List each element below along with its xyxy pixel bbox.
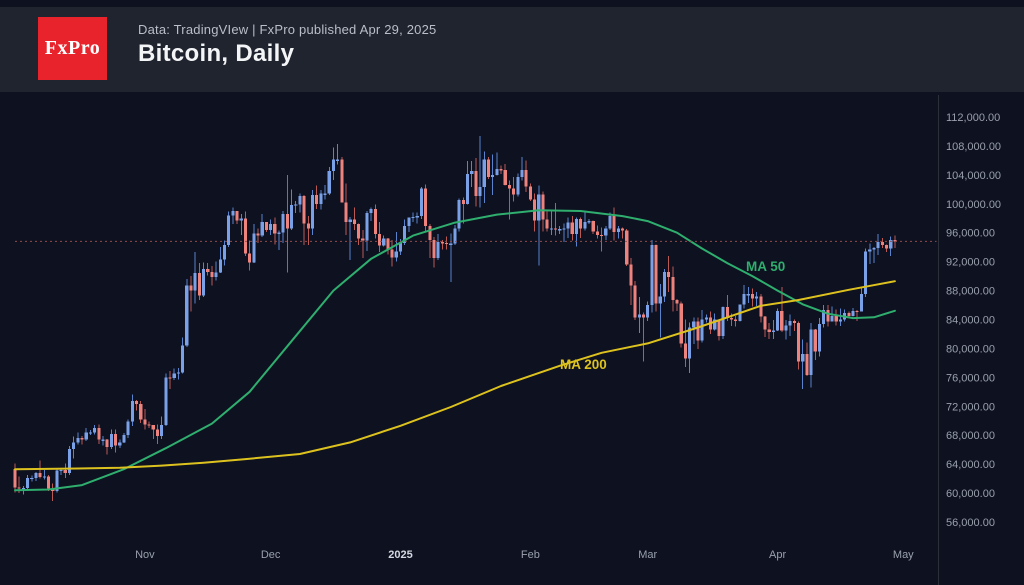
price-tick-label: 64,000.00 [946,459,995,471]
ma-line-ma-200[interactable] [14,280,896,471]
chart-source-caption: Data: TradingVIew | FxPro published Apr … [138,22,437,37]
ma-label-ma-50: MA 50 [746,259,785,274]
price-tick-label: 56,000.00 [946,517,995,529]
price-tick-label: 68,000.00 [946,430,995,442]
page-title: Bitcoin, Daily [138,40,295,67]
time-tick-label: Nov [135,549,155,561]
price-tick-label: 112,000.00 [946,112,1000,124]
price-tick-label: 60,000.00 [946,488,995,500]
price-tick-label: 100,000.00 [946,199,1001,211]
price-axis-labels[interactable]: 112,000.00 108,000.00 104,000.00 100,000.00… [946,112,1001,529]
time-tick-label: Mar [638,549,657,561]
time-axis-labels[interactable]: Nov Dec 2025 Feb Mar Apr May [135,549,914,561]
ma-line-ma-50[interactable] [14,209,896,492]
candles-group[interactable] [13,135,897,502]
price-tick-label: 96,000.00 [946,228,995,240]
fxpro-logo-text: FxPro [44,37,101,59]
price-tick-label: 76,000.00 [946,372,995,384]
time-tick-label: Apr [769,549,786,561]
time-tick-label: Dec [261,549,281,561]
price-tick-label: 72,000.00 [946,401,995,413]
price-tick-label: 92,000.00 [946,257,995,269]
price-tick-label: 104,000.00 [946,170,1001,182]
time-tick-label: Feb [521,549,540,561]
header-bar: FxPro Data: TradingVIew | FxPro publishe… [0,7,1024,92]
fxpro-logo: FxPro [38,17,107,80]
time-tick-label: 2025 [388,549,412,561]
ma-label-ma-200: MA 200 [560,357,607,372]
price-tick-label: 108,000.00 [946,141,1001,153]
price-tick-label: 84,000.00 [946,315,995,327]
time-tick-label: May [893,549,914,561]
price-tick-label: 88,000.00 [946,286,995,298]
price-tick-label: 80,000.00 [946,343,995,355]
